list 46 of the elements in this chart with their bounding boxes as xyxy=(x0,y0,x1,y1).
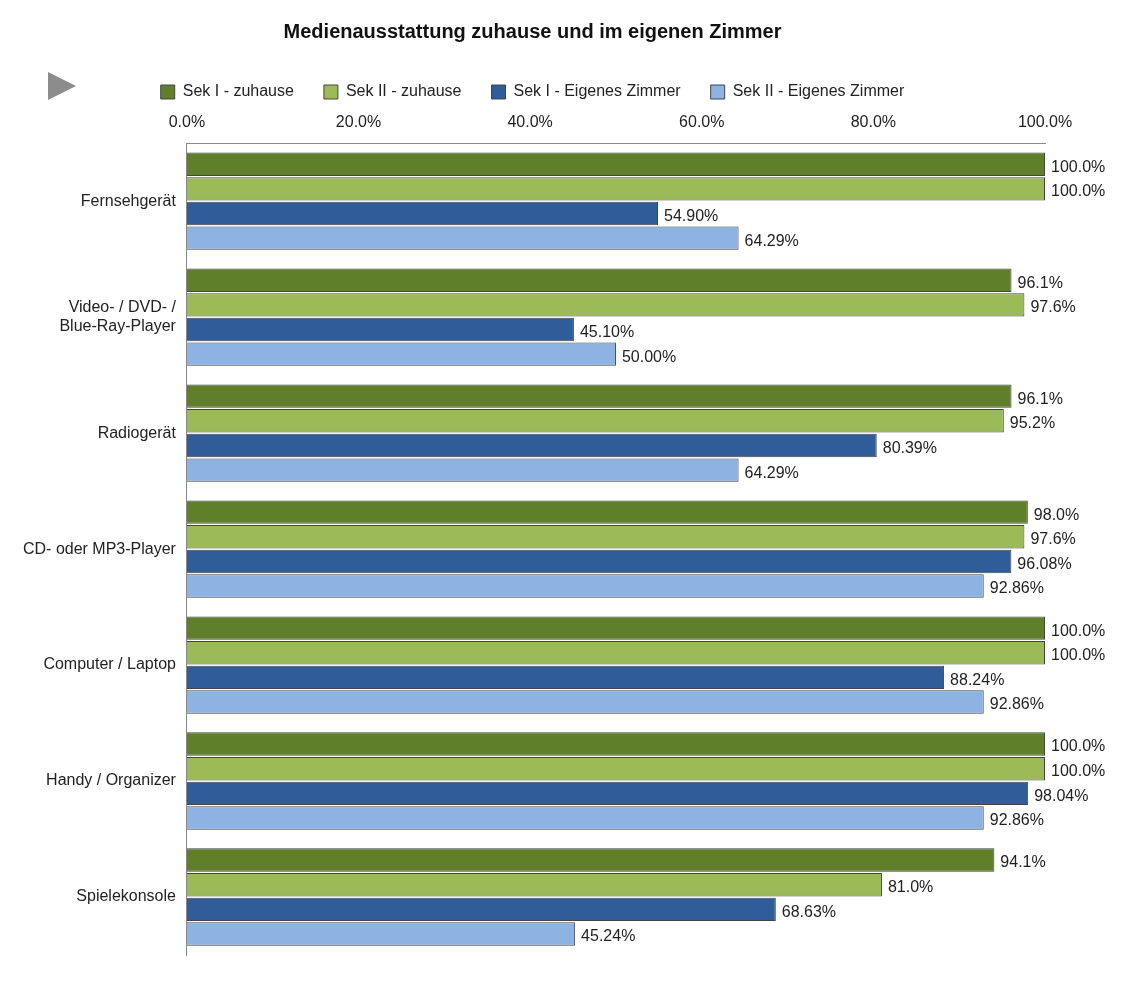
y-tick-label: Fernsehgerät xyxy=(80,191,177,209)
data-label: 88.24% xyxy=(950,670,1005,688)
data-label: 100.0% xyxy=(1051,182,1106,200)
y-tick-label: Handy / Organizer xyxy=(46,771,177,789)
y-tick-label: Spielekonsole xyxy=(76,887,177,905)
data-label: 64.29% xyxy=(744,231,799,249)
x-tick-label: 0.0% xyxy=(168,113,206,131)
data-label: 100.0% xyxy=(1051,646,1106,664)
y-tick-label: Radiogerät xyxy=(97,423,177,441)
data-label: 92.86% xyxy=(989,579,1044,597)
x-tick-label: 20.0% xyxy=(335,113,382,131)
data-label: 97.6% xyxy=(1030,530,1076,548)
y-tick-label: Video- / DVD- / Blue-Ray-Player xyxy=(59,297,177,335)
data-label: 100.0% xyxy=(1051,157,1106,175)
x-tick-label: 60.0% xyxy=(679,113,725,131)
x-tick-label: 100.0% xyxy=(1017,113,1073,131)
data-label: 95.2% xyxy=(1009,414,1056,432)
y-tick-label: Computer / Laptop xyxy=(43,655,177,673)
data-label: 54.90% xyxy=(664,206,719,224)
legend-label: Sek I - Eigenes Zimmer xyxy=(513,82,682,100)
data-label: 96.08% xyxy=(1017,554,1072,572)
legend-label: Sek II - Eigenes Zimmer xyxy=(732,82,905,100)
data-label: 50.00% xyxy=(621,347,677,365)
x-tick-label: 80.0% xyxy=(850,113,897,131)
data-label: 68.63% xyxy=(781,902,837,920)
y-tick-label: CD- oder MP3-Player xyxy=(22,539,177,557)
data-label: 100.0% xyxy=(1051,737,1106,755)
data-label: 98.0% xyxy=(1033,505,1080,523)
data-label: 96.1% xyxy=(1017,273,1063,291)
data-label: 100.0% xyxy=(1051,762,1106,780)
data-label: 97.6% xyxy=(1030,298,1076,316)
data-label: 94.1% xyxy=(1000,853,1046,871)
data-label: 80.39% xyxy=(882,438,937,456)
legend-label: Sek I - zuhause xyxy=(182,82,294,100)
data-label: 98.04% xyxy=(1034,786,1089,804)
data-label: 64.29% xyxy=(744,463,799,481)
legend-label: Sek II - zuhause xyxy=(345,82,462,100)
data-label: 96.1% xyxy=(1017,389,1063,407)
data-label: 45.10% xyxy=(579,322,635,340)
data-label: 81.0% xyxy=(887,878,934,896)
x-tick-label: 40.0% xyxy=(507,113,553,131)
data-label: 92.86% xyxy=(989,811,1044,829)
chart-title: Medienausstattung zuhause und im eigenen Zimmer xyxy=(283,19,782,42)
data-label: 100.0% xyxy=(1051,621,1106,639)
data-label: 92.86% xyxy=(989,695,1044,713)
data-label: 45.24% xyxy=(581,927,636,945)
